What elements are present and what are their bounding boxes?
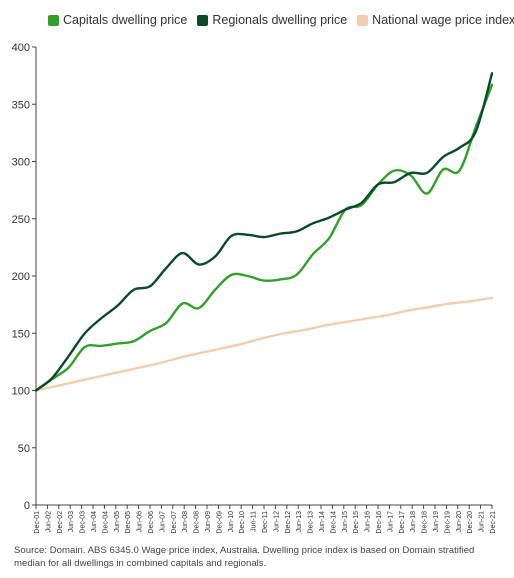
x-tick-label: Jun-10	[228, 511, 235, 533]
x-tick-label: Jun-02	[45, 511, 52, 533]
x-tick-label: Dec-02	[57, 511, 64, 534]
legend-label-wage: National wage price index	[372, 13, 514, 27]
x-tick-label: Jun-11	[251, 511, 258, 532]
legend-swatch-wage	[357, 14, 369, 26]
x-tick-label: Dec-12	[285, 511, 292, 534]
y-tick-label: 350	[12, 99, 30, 111]
y-tick-label: 0	[24, 500, 30, 512]
x-tick-label: Dec-13	[308, 511, 315, 534]
x-tick-label: Dec-14	[330, 511, 337, 534]
x-tick-label: Jun-07	[159, 511, 166, 533]
x-tick-label: Jun-03	[68, 511, 75, 533]
y-tick-label: 250	[12, 214, 30, 226]
x-tick-label: Dec-07	[171, 511, 178, 534]
legend: Capitals dwelling price Regionals dwelli…	[48, 12, 514, 28]
y-tick-label: 100	[12, 386, 30, 398]
x-tick-label: Jun-21	[479, 511, 486, 533]
y-tick-label: 400	[12, 42, 30, 54]
x-tick-label: Dec-16	[376, 511, 383, 534]
x-tick-label: Jun-20	[456, 511, 463, 533]
x-tick-label: Dec-06	[148, 511, 155, 534]
y-tick-label: 150	[12, 328, 30, 340]
source-note: Source: Domain. ABS 6345.0 Wage price in…	[14, 545, 475, 569]
x-tick-label: Jun-13	[296, 511, 303, 533]
x-tick-label: Jun-04	[91, 511, 98, 533]
x-tick-label: Dec-08	[194, 511, 201, 534]
series-line-capitals	[34, 83, 494, 392]
x-tick-label: Jun-18	[410, 511, 417, 533]
x-tick-label: Dec-01	[34, 511, 41, 534]
legend-label-regionals: Regionals dwelling price	[212, 13, 348, 27]
y-tick-label: 300	[12, 157, 30, 169]
legend-item-capitals[interactable]: Capitals dwelling price	[48, 13, 187, 27]
x-tick-label: Dec-04	[102, 511, 109, 534]
x-tick-label: Dec-10	[239, 511, 246, 534]
legend-swatch-regionals	[197, 14, 209, 26]
x-tick-label: Jun-14	[319, 511, 326, 533]
series-line-wage	[34, 296, 494, 392]
y-tick-label: 50	[18, 443, 30, 455]
legend-item-wage[interactable]: National wage price index	[357, 13, 514, 27]
x-tick-label: Jun-15	[342, 511, 349, 533]
x-tick-label: Dec-18	[422, 511, 429, 534]
legend-swatch-capitals	[48, 14, 59, 26]
x-tick-label: Jun-19	[433, 511, 440, 533]
series-line-regionals	[34, 72, 494, 392]
x-tick-label: Dec-20	[467, 511, 474, 534]
x-tick-label: Jun-17	[387, 511, 394, 533]
x-tick-label: Dec-11	[262, 511, 269, 533]
x-tick-label: Dec-15	[353, 511, 360, 534]
x-tick-label: Jun-09	[205, 511, 212, 533]
y-tick-label: 200	[12, 271, 30, 283]
x-tick-label: Dec-17	[399, 511, 406, 534]
x-tick-label: Dec-19	[444, 511, 451, 534]
x-tick-label: Dec-03	[80, 511, 87, 534]
legend-item-regionals[interactable]: Regionals dwelling price	[197, 13, 347, 27]
x-tick-label: Jun-05	[114, 511, 121, 533]
legend-label-capitals: Capitals dwelling price	[63, 13, 188, 27]
x-tick-label: Jun-08	[182, 511, 189, 533]
x-tick-label: Dec-21	[490, 511, 497, 534]
x-tick-label: Jun-06	[137, 511, 144, 533]
x-tick-label: Jun-12	[273, 511, 280, 533]
x-tick-label: Dec-09	[216, 511, 223, 534]
x-tick-label: Dec-05	[125, 511, 132, 534]
x-tick-label: Jun-16	[365, 511, 372, 533]
